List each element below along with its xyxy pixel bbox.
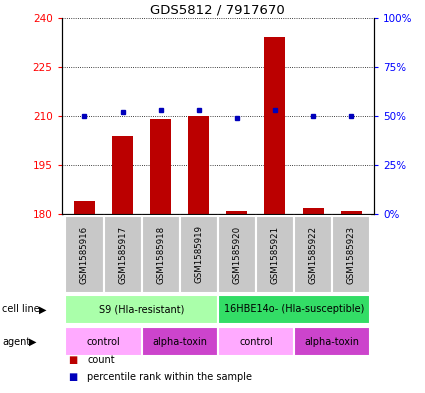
- Bar: [218, 327, 294, 356]
- Bar: [188, 116, 209, 214]
- Text: GSM1585918: GSM1585918: [156, 226, 165, 283]
- Text: alpha-toxin: alpha-toxin: [305, 337, 360, 347]
- Bar: [150, 119, 171, 214]
- Bar: [218, 216, 256, 293]
- Bar: [341, 211, 362, 214]
- Text: S9 (Hla-resistant): S9 (Hla-resistant): [99, 305, 184, 314]
- Text: control: control: [87, 337, 120, 347]
- Text: alpha-toxin: alpha-toxin: [152, 337, 207, 347]
- Bar: [65, 327, 142, 356]
- Bar: [256, 216, 294, 293]
- Bar: [112, 136, 133, 214]
- Text: ▶: ▶: [39, 305, 47, 314]
- Bar: [142, 327, 218, 356]
- Text: 16HBE14o- (Hla-susceptible): 16HBE14o- (Hla-susceptible): [224, 305, 364, 314]
- Bar: [180, 216, 218, 293]
- Text: count: count: [87, 354, 115, 365]
- Bar: [303, 208, 323, 214]
- Text: ▶: ▶: [29, 337, 37, 347]
- Text: GSM1585922: GSM1585922: [309, 226, 317, 283]
- Bar: [294, 327, 370, 356]
- Bar: [65, 216, 104, 293]
- Bar: [332, 216, 370, 293]
- Bar: [264, 37, 286, 214]
- Bar: [104, 216, 142, 293]
- Text: ■: ■: [68, 354, 77, 365]
- Bar: [218, 295, 370, 324]
- Text: GSM1585917: GSM1585917: [118, 226, 127, 283]
- Bar: [227, 211, 247, 214]
- Title: GDS5812 / 7917670: GDS5812 / 7917670: [150, 4, 285, 17]
- Text: GSM1585921: GSM1585921: [270, 226, 280, 283]
- Text: GSM1585916: GSM1585916: [80, 226, 89, 283]
- Text: agent: agent: [2, 337, 30, 347]
- Text: GSM1585920: GSM1585920: [232, 226, 241, 283]
- Bar: [74, 201, 95, 214]
- Text: ■: ■: [68, 372, 77, 382]
- Text: GSM1585919: GSM1585919: [194, 226, 203, 283]
- Text: control: control: [239, 337, 273, 347]
- Bar: [294, 216, 332, 293]
- Bar: [65, 295, 218, 324]
- Text: cell line: cell line: [2, 305, 40, 314]
- Text: percentile rank within the sample: percentile rank within the sample: [87, 372, 252, 382]
- Bar: [142, 216, 180, 293]
- Text: GSM1585923: GSM1585923: [347, 226, 356, 283]
